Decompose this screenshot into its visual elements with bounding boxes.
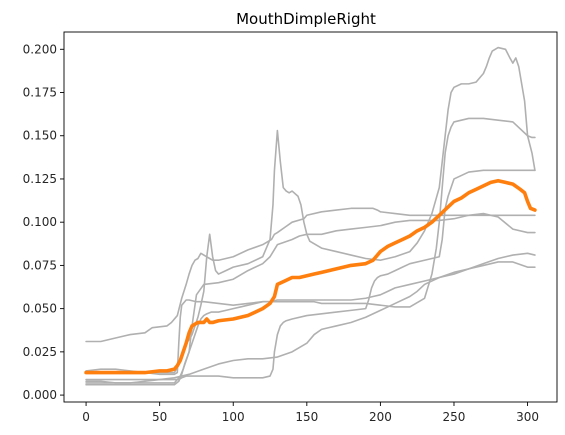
series-line-5 — [85, 252, 536, 384]
y-tick-label: 0.200 — [23, 42, 57, 56]
y-tick-label: 0.000 — [23, 388, 57, 402]
x-tick-label: 50 — [152, 410, 167, 424]
y-tick-label: 0.125 — [23, 172, 57, 186]
axes-frame — [63, 31, 558, 403]
y-axis: 0.000 0.025 0.050 0.075 0.100 0.125 0.150 0.175… — [23, 42, 64, 402]
y-tick-label: 0.175 — [23, 86, 57, 100]
series-line-6 — [85, 261, 536, 384]
x-tick-label: 100 — [222, 410, 245, 424]
series-line-4 — [85, 169, 536, 381]
x-tick-label: 150 — [295, 410, 318, 424]
series-line-2 — [85, 46, 536, 374]
plot-area — [84, 46, 537, 386]
chart-title: MouthDimpleRight — [236, 10, 376, 28]
y-tick-label: 0.025 — [23, 345, 57, 359]
y-tick-label: 0.075 — [23, 258, 57, 272]
x-tick-label: 200 — [369, 410, 392, 424]
y-tick-label: 0.100 — [23, 215, 57, 229]
x-tick-label: 250 — [443, 410, 466, 424]
highlight-series-line — [84, 178, 537, 375]
y-tick-label: 0.150 — [23, 129, 57, 143]
y-tick-label: 0.050 — [23, 302, 57, 316]
series-line-7 — [85, 212, 536, 386]
series-line-3 — [85, 117, 536, 376]
x-axis: 0 50 100 150 200 250 300 — [82, 402, 539, 424]
x-tick-label: 300 — [516, 410, 539, 424]
x-tick-label: 0 — [82, 410, 90, 424]
